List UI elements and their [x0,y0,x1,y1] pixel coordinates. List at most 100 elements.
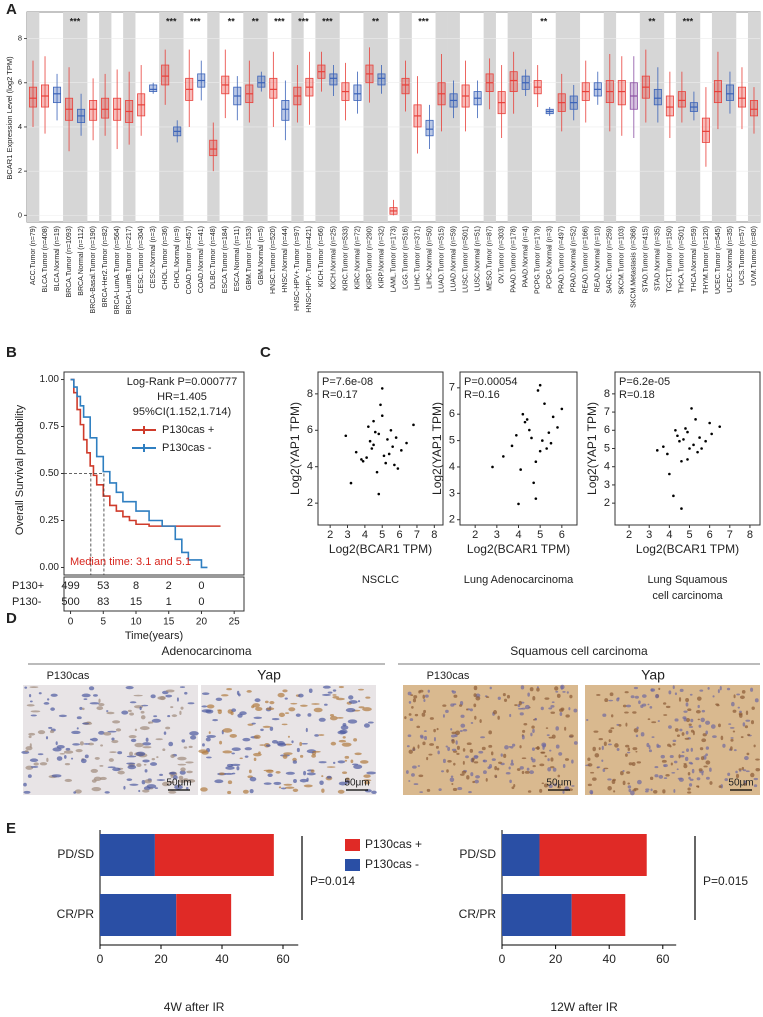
x-tick-label: PRAD.Tumor (n=497) [559,226,566,294]
cell [640,732,645,737]
cell [630,790,635,796]
cell [139,726,150,731]
cell [440,770,445,773]
cell [645,788,650,791]
image-title: P130cas [427,670,470,682]
cell [648,749,653,753]
cell [227,790,232,795]
x-tick-label: ACC.Tumor (n=79) [30,226,37,285]
y-tick-label: 0.75 [40,421,60,432]
cell [321,775,324,778]
cell [736,693,741,696]
band [723,12,737,222]
cell [127,764,137,770]
panel-letter: D [6,610,17,627]
annotation: 95%CI(1.152,1.714) [133,406,231,418]
point [367,425,370,428]
cell [635,750,638,753]
cell [172,775,178,780]
cell [206,756,212,759]
cell [529,770,535,775]
cell [653,789,658,794]
cell [179,686,186,688]
cell [519,766,524,770]
cell [532,696,536,701]
cell [466,742,472,746]
cell [473,685,478,691]
cell [613,790,616,793]
cell [592,746,596,752]
x-axis-label: Log2(BCAR1 TPM) [467,542,570,556]
cell [337,789,345,794]
cell [447,746,451,752]
cell [428,753,433,756]
x-tick-label: HNSC-HPV-.Tumor (n=421) [306,226,313,313]
cell [313,707,323,713]
cell [151,757,156,761]
y-tick-label: 1.00 [40,374,60,385]
point [560,407,564,411]
cell [632,747,638,751]
x-tick-label: UCS.Tumor (n=57) [739,226,746,285]
cell [456,752,460,755]
cell [513,783,516,788]
cell [103,731,112,736]
cell [755,767,761,772]
cell [409,718,414,722]
cell [473,754,479,760]
point [694,418,697,421]
cell [427,689,430,693]
cell [307,713,312,717]
cell [521,735,525,740]
cell [616,748,620,752]
cell [688,776,691,780]
cell [242,789,249,794]
scale-bar-label: 50μm [344,778,369,789]
point [368,439,372,443]
cell [136,763,142,768]
y-tick-label: 3 [449,487,455,499]
cell [451,731,457,735]
cell [419,734,424,738]
cell [342,771,348,774]
band [483,12,496,222]
cell [287,735,290,738]
cell [459,730,463,732]
cell [107,766,116,769]
cell [129,783,139,786]
caption: cell carcinoma [652,590,723,602]
x-tick-label: 20 [549,952,563,966]
panel-letter: C [260,344,271,361]
stat: P=6.2e-05 [619,376,670,388]
cell [408,749,413,754]
cell [683,710,688,713]
band [315,12,328,222]
cell [559,711,563,716]
plot-bg [26,11,761,223]
cell [326,766,336,768]
significance: ** [540,16,548,26]
cell [726,687,731,691]
cell [442,758,446,764]
cell [550,704,555,708]
cell [184,691,188,695]
x-tick-label: STAD.Tumor (n=415) [643,226,650,292]
cell [254,698,261,703]
x-tick-label: 0 [499,952,506,966]
x-tick-label: 10 [130,617,142,628]
cell [705,746,710,750]
cell [452,703,457,706]
cell [636,779,642,785]
cell [543,783,549,788]
x-tick-label: 3 [344,529,350,541]
cell [319,780,324,786]
point [528,428,531,432]
median-label: Median time: 3.1 and 5.1 [70,556,191,568]
cell [230,711,234,716]
cell [142,742,152,746]
cell [679,728,683,732]
cell [665,705,671,709]
cell [628,788,632,793]
box [53,86,62,104]
significance: *** [683,16,694,26]
